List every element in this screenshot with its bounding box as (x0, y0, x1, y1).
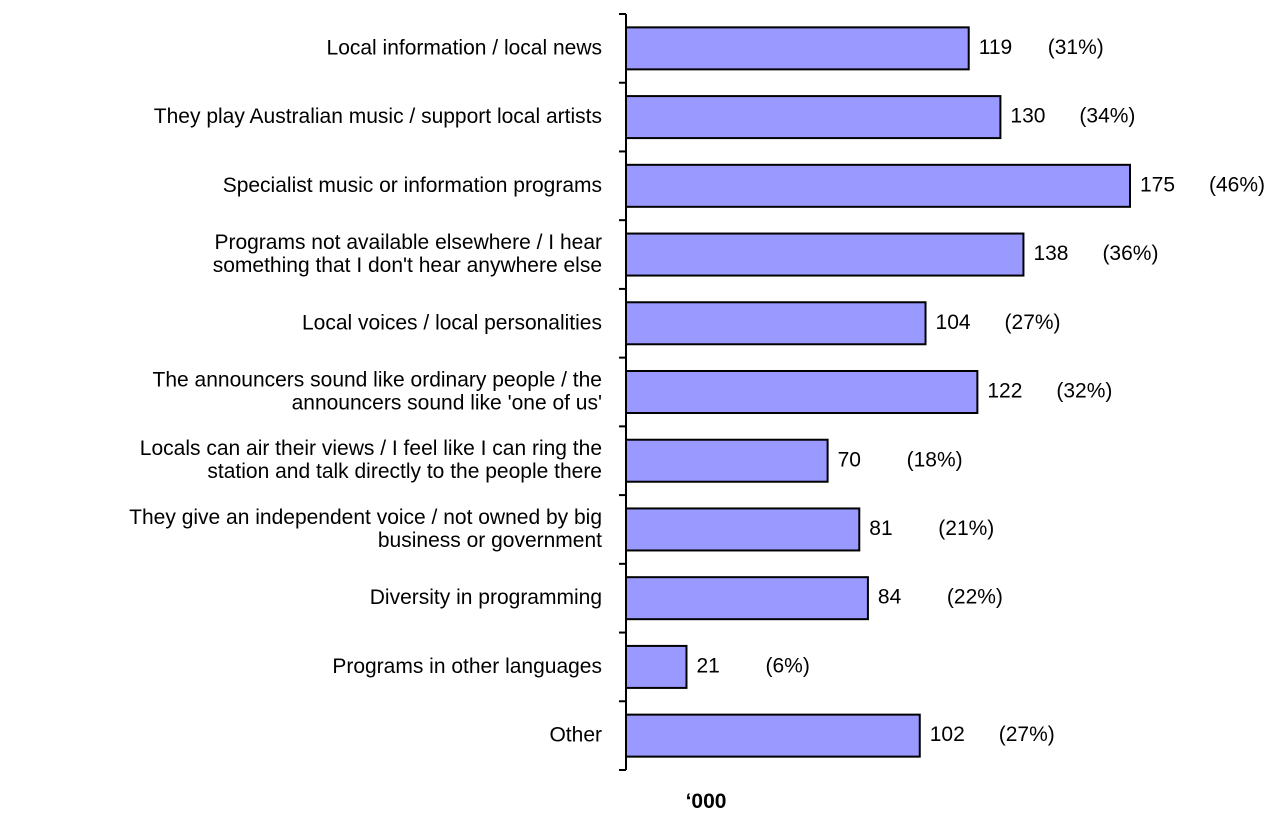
percent-label: (18%) (907, 448, 963, 471)
percent-label: (27%) (999, 723, 1055, 746)
value-label: 81 (869, 517, 892, 540)
category-label-line: They give an independent voice / not own… (129, 506, 602, 529)
category-labels: Local information / local news They play … (129, 36, 602, 746)
category-label-line: Diversity in programming (370, 586, 602, 609)
category-label-line: Programs not available elsewhere / I hea… (214, 231, 602, 254)
x-axis-unit-label: ‘000 (686, 790, 727, 813)
bar-5 (625, 301, 927, 346)
value-label: 70 (838, 448, 861, 471)
percent-label: (31%) (1048, 36, 1104, 59)
category-label: Other (549, 723, 602, 746)
category-label-line: Local information / local news (327, 36, 602, 59)
percent-label: (46%) (1209, 173, 1265, 196)
category-label: Diversity in programming (370, 586, 602, 609)
bar-11 (625, 713, 921, 758)
value-labels: 119 (31%) 130 (34%) 175 (46%) 138 (36%) 104 (27%)… (696, 36, 1265, 746)
bar-7 (625, 438, 829, 483)
value-label: 122 (987, 380, 1022, 403)
value-label: 175 (1140, 173, 1175, 196)
category-axis (619, 13, 627, 771)
bar-6 (625, 370, 979, 414)
value-label: 119 (979, 36, 1012, 59)
value-label: 138 (1033, 242, 1068, 265)
bars (625, 26, 1131, 758)
category-label: Specialist music or information programs (223, 173, 602, 196)
category-label-line: They play Australian music / support loc… (154, 105, 602, 128)
category-label-line: Other (549, 723, 602, 746)
percent-label: (32%) (1056, 380, 1112, 403)
bar-1 (625, 26, 970, 71)
value-label: 84 (878, 586, 902, 609)
category-label: They give an independent voice / not own… (129, 506, 602, 552)
value-label: 102 (930, 723, 965, 746)
percent-label: (21%) (938, 517, 994, 540)
category-label-line: The announcers sound like ordinary peopl… (153, 368, 602, 391)
value-label: 104 (936, 311, 971, 334)
bar-3 (625, 163, 1131, 208)
category-label-line: announcers sound like 'one of us' (292, 391, 602, 414)
bar-9 (625, 576, 869, 621)
percent-label: (22%) (947, 586, 1003, 609)
category-label: Local voices / local personalities (302, 311, 602, 334)
category-label: Local information / local news (327, 36, 602, 59)
percent-label: (34%) (1079, 105, 1135, 128)
category-label: They play Australian music / support loc… (154, 105, 602, 128)
category-label-line: Specialist music or information programs (223, 173, 602, 196)
percent-label: (36%) (1102, 242, 1158, 265)
category-label-line: something that I don't hear anywhere els… (213, 254, 602, 277)
bar-4 (625, 232, 1025, 277)
category-label-line: business or government (378, 529, 602, 552)
category-label-line: station and talk directly to the people … (207, 460, 602, 483)
value-label: 130 (1010, 105, 1045, 128)
category-label: Locals can air their views / I feel like… (140, 437, 602, 483)
bar-2 (625, 95, 1002, 140)
category-label: The announcers sound like ordinary peopl… (153, 368, 602, 414)
category-label-line: Programs in other languages (332, 654, 602, 677)
category-label-line: Local voices / local personalities (302, 311, 602, 334)
category-label-line: Locals can air their views / I feel like… (140, 437, 602, 460)
bar-10 (625, 644, 688, 689)
value-label: 21 (696, 654, 719, 677)
category-label: Programs not available elsewhere / I hea… (213, 231, 602, 277)
percent-label: (6%) (765, 654, 809, 677)
percent-label: (27%) (1005, 311, 1061, 334)
category-label: Programs in other languages (332, 654, 602, 677)
bar-8 (625, 507, 861, 552)
